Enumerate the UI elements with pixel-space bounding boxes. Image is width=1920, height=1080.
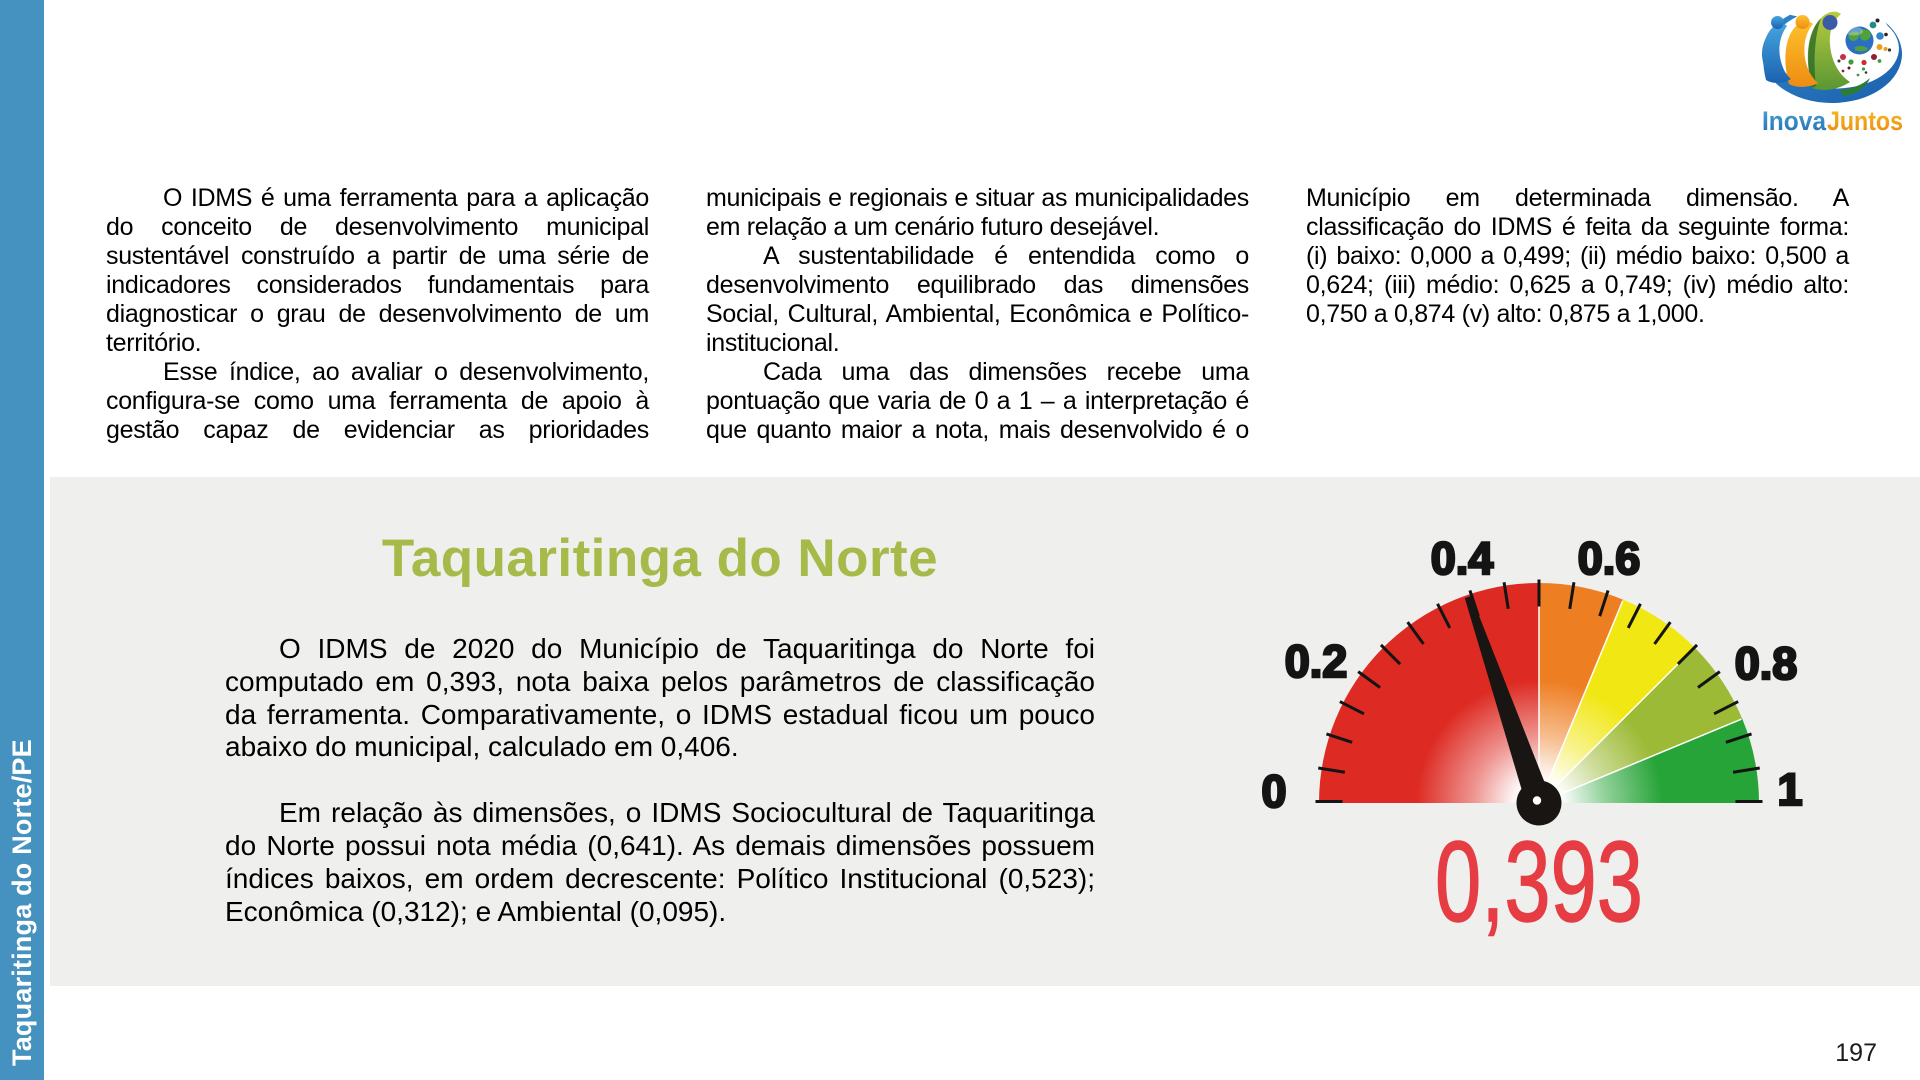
svg-text:1: 1 <box>1777 764 1802 815</box>
svg-text:0.2: 0.2 <box>1285 636 1348 687</box>
svg-text:0.6: 0.6 <box>1578 533 1641 584</box>
svg-text:Juntos: Juntos <box>1827 106 1903 136</box>
svg-text:0,393: 0,393 <box>1435 819 1643 946</box>
svg-text:Inova: Inova <box>1762 106 1827 136</box>
svg-text:0.4: 0.4 <box>1431 533 1494 584</box>
svg-text:0: 0 <box>1261 766 1286 817</box>
svg-text:0.8: 0.8 <box>1735 638 1798 689</box>
